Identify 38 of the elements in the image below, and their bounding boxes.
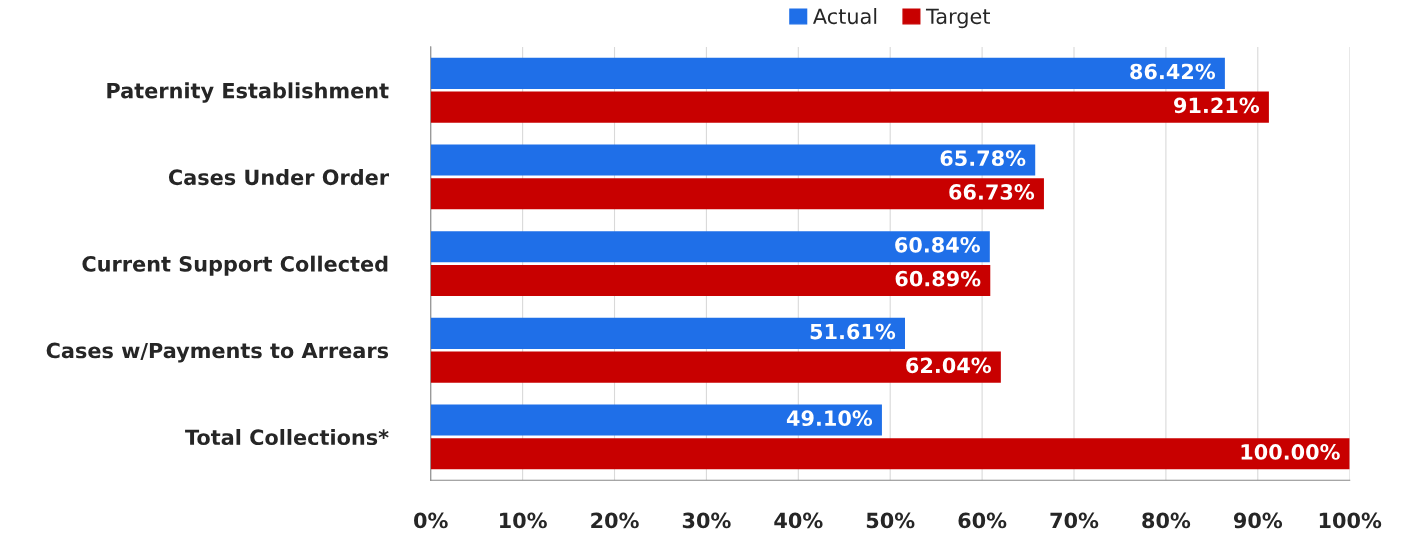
x-tick-label: 10% <box>500 512 547 529</box>
x-tick-label: 60% <box>958 512 1007 529</box>
y-tick-label: Total Collections* <box>185 428 389 446</box>
y-tick-label: Paternity Establishment <box>107 82 389 103</box>
bar <box>430 317 905 349</box>
x-tick-label: 0% <box>414 512 448 529</box>
data-label: 60.84% <box>895 236 980 253</box>
x-tick-label: 100% <box>1319 512 1382 529</box>
legend-label: Actual <box>813 8 877 25</box>
bar <box>430 404 882 436</box>
data-label: 65.78% <box>940 150 1026 167</box>
data-label: 60.89% <box>895 270 981 287</box>
y-tick-label: Current Support Collected <box>82 255 388 276</box>
x-tick-label: 30% <box>682 512 731 529</box>
data-label: 49.10% <box>786 410 873 427</box>
y-tick-label: Cases Under Order <box>168 169 389 186</box>
bar <box>430 144 1036 176</box>
x-tick-label: 50% <box>866 512 915 529</box>
x-tick-label: 90% <box>1233 512 1283 529</box>
data-label: 86.42% <box>1130 63 1216 80</box>
bar <box>430 264 991 297</box>
x-tick-label: 70% <box>1050 512 1099 529</box>
data-label: 66.73% <box>949 184 1035 200</box>
data-label: 62.04% <box>906 357 991 374</box>
x-tick-label: 80% <box>1142 512 1191 529</box>
x-tick-label: 20% <box>591 512 639 529</box>
legend-label: Target <box>925 8 990 29</box>
data-label: 51.61% <box>810 323 896 340</box>
bar <box>430 438 1350 470</box>
bar <box>430 57 1225 89</box>
y-tick-label: Cases w/Payments to Arrears <box>46 342 389 363</box>
bar <box>430 351 1001 383</box>
x-tick-label: 40% <box>774 512 823 529</box>
bar <box>430 178 1044 210</box>
bar <box>430 91 1269 123</box>
data-label: 91.21% <box>1174 97 1260 114</box>
data-label: 100.00% <box>1241 444 1340 460</box>
bar <box>430 231 990 263</box>
